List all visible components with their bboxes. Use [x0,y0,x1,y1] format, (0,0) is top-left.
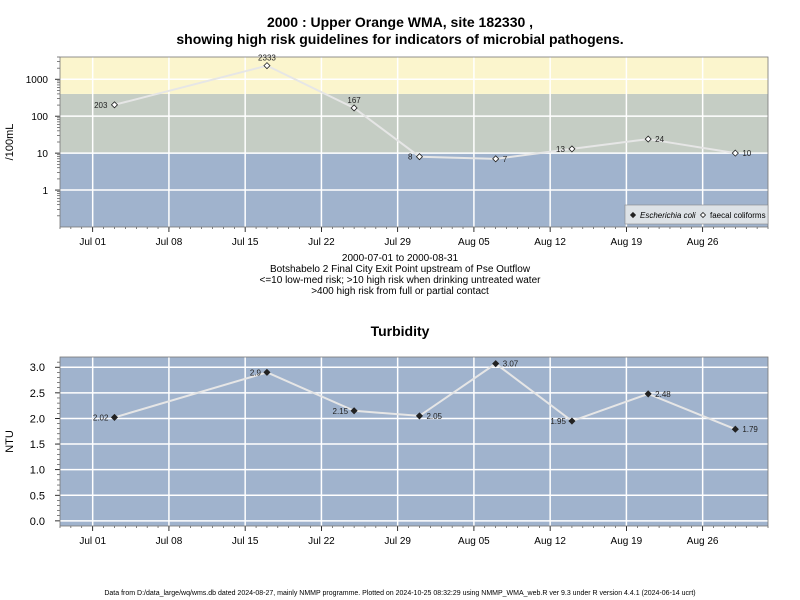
faecal-coliforms-point [415,153,424,161]
turbidity-point [263,368,271,376]
faecal-coliforms-point [263,62,271,70]
turbidity-point [110,413,119,421]
x-tick-label: Aug 05 [458,237,490,248]
risk-note-high: >400 high risk from full or partial cont… [311,286,489,297]
y-tick-label: 1 [42,186,48,197]
turbidity-point [492,360,500,368]
plot-frame [59,356,769,527]
y-tick-label: 1.0 [30,465,45,477]
legend-box [624,204,769,225]
faecal-coliforms-point [350,104,358,112]
legend-faecal-marker [699,211,707,219]
turbidity-point [415,412,424,420]
faecal-coliforms-label: 24 [655,135,664,144]
turbidity-point [644,390,652,398]
site-name: Botshabelo 2 Final City Exit Point upstr… [269,264,531,275]
x-tick-label: Jul 29 [384,536,411,547]
x-tick-label: Jul 08 [156,237,183,248]
faecal-coliforms-point [492,155,500,163]
turbidity-label: 2.9 [250,368,262,377]
risk-band [60,93,768,154]
faecal-coliforms-point [644,135,652,143]
y-tick-label: 0.0 [30,516,45,528]
x-tick-label: Aug 19 [611,536,643,547]
faecal-coliforms-label: 7 [503,155,508,164]
turbidity-label: 1.79 [742,425,758,434]
x-tick-label: Jul 15 [232,536,259,547]
y-axis-label: /100mL [4,124,16,161]
y-tick-label: 2.0 [30,413,45,425]
faecal-coliforms-point [731,149,739,157]
plot-background [60,357,768,526]
microbial-chart: 1 10 100 1000 Jul 01 Jul 08 Jul 15 Jul 22 Jul 29… [4,54,769,248]
y-tick-label: 10 [37,149,49,160]
x-tick-label: Jul 15 [232,237,259,248]
risk-note-low: <=10 low-med risk; >10 high risk when dr… [259,275,541,286]
y-tick-label: 2.5 [30,388,45,400]
faecal-coliforms-label: 167 [347,96,361,105]
faecal-coliforms-label: 2333 [258,54,276,63]
turbidity-point [350,407,358,415]
y-tick-label: 3.0 [30,362,45,374]
turbidity-label: 1.95 [550,417,566,426]
x-tick-label: Jul 08 [156,536,183,547]
x-tick-label: Jul 01 [79,536,106,547]
x-tick-label: Jul 29 [384,237,411,248]
turbidity-point [731,425,739,433]
turbidity-label: 2.15 [333,407,349,416]
turbidity-title: Turbidity [370,323,430,339]
x-tick-label: Aug 05 [458,536,490,547]
y-tick-label: 100 [31,112,48,123]
turbidity-label: 3.07 [503,360,519,369]
chart-title-line1: 2000 : Upper Orange WMA, site 182330 , [266,14,534,30]
turbidity-label: 2.05 [426,412,442,421]
chart-title-line2: showing high risk guidelines for indicat… [176,31,624,47]
y-tick-label: 1000 [26,75,49,86]
x-tick-label: Jul 22 [308,237,335,248]
faecal-coliforms-label: 13 [556,145,565,154]
faecal-coliforms-label: 8 [408,153,413,162]
faecal-coliforms-line [114,64,736,160]
turbidity-chart: 0.0 0.5 1.0 1.5 2.0 2.5 3.0 Jul 01 Jul 08 Jul 15 J… [4,356,769,547]
x-tick-label: Aug 26 [687,237,719,248]
x-tick-label: Aug 12 [534,536,566,547]
legend-ecoli-label: Escherichia coli [640,211,696,220]
faecal-coliforms-label: 10 [742,149,751,158]
turbidity-point [568,417,576,425]
x-tick-label: Aug 19 [611,237,643,248]
faecal-coliforms-point [110,101,119,109]
x-tick-label: Aug 26 [687,536,719,547]
faecal-coliforms-point [568,145,576,153]
y-axis-label: NTU [4,430,16,453]
turbidity-line [114,362,736,431]
x-tick-label: Jul 01 [79,237,106,248]
plot-frame [59,56,769,228]
legend-faecal-label: faecal coliforms [710,211,766,220]
y-tick-label: 1.5 [30,439,45,451]
turbidity-label: 2.02 [93,413,109,422]
x-tick-label: Jul 22 [308,536,335,547]
turbidity-label: 2.48 [655,390,671,399]
y-tick-label: 0.5 [30,490,45,502]
legend-ecoli-marker [629,211,637,219]
date-range: 2000-07-01 to 2000-08-31 [341,253,459,264]
x-tick-label: Aug 12 [534,237,566,248]
faecal-coliforms-label: 203 [94,101,108,110]
footer-note: Data from D:/data_large/wq/wms.db dated … [104,590,696,597]
